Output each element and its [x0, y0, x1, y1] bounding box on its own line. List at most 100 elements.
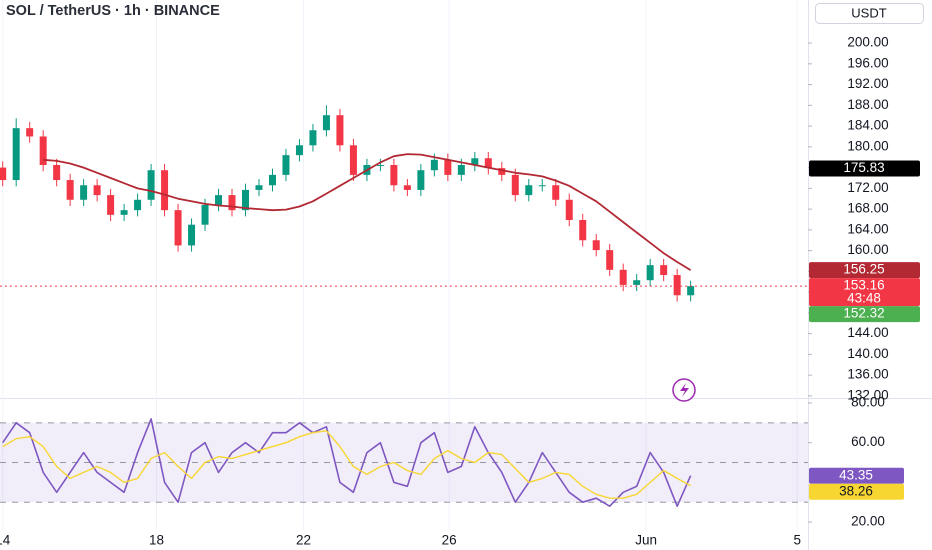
y-tick-label: 180.00 — [847, 138, 888, 153]
currency-label[interactable]: USDT — [851, 5, 886, 20]
candle-body — [457, 165, 465, 175]
candle-body — [565, 199, 573, 221]
y-tick-label: 196.00 — [847, 55, 888, 70]
currency-box[interactable] — [815, 3, 924, 24]
candle-body — [188, 224, 196, 246]
candle-body — [525, 185, 533, 196]
candle-body — [201, 204, 209, 225]
candle-body — [295, 145, 303, 156]
price-label-box — [809, 262, 920, 279]
candle-body — [633, 280, 641, 285]
candle-body — [255, 185, 263, 190]
candle-body — [673, 275, 681, 296]
value-label-box — [809, 467, 904, 484]
y-tick-label: 144.00 — [847, 325, 888, 340]
candle-body — [93, 185, 101, 196]
price-label: 156.25 — [843, 262, 884, 277]
candle-body — [228, 195, 236, 211]
candle-body — [336, 115, 344, 146]
candle-body — [215, 195, 223, 205]
candle-body — [498, 168, 506, 175]
price-label: 153.16 — [843, 278, 884, 293]
candle-body — [619, 269, 627, 285]
candle-body — [242, 189, 250, 211]
price-label-box — [809, 278, 920, 307]
y-tick-label: 60.00 — [851, 434, 885, 449]
x-tick-label: 22 — [296, 533, 311, 548]
candle-body — [403, 185, 411, 190]
alert-bolt — [680, 383, 689, 397]
y-tick-label: 184.00 — [847, 118, 888, 133]
axes: 132.00136.00140.00144.00148.00152.00156.… — [0, 35, 920, 548]
y-tick-label: 160.00 — [847, 242, 888, 257]
y-tick-label: 200.00 — [847, 35, 888, 50]
candle-body — [322, 115, 330, 131]
y-tick-label: 20.00 — [851, 514, 885, 529]
x-tick-label: 14 — [0, 533, 11, 548]
x-tick-label: 5 — [793, 533, 801, 548]
candle-body — [282, 155, 290, 175]
candle-body — [174, 210, 182, 246]
candle-body — [471, 158, 479, 166]
y-tick-label: 80.00 — [851, 395, 885, 410]
candle-body — [309, 130, 317, 146]
price-label: 152.32 — [843, 306, 884, 321]
candle-body — [592, 240, 600, 251]
value-label: 43.35 — [839, 467, 873, 482]
candle-body — [376, 165, 384, 167]
x-tick-label: 18 — [149, 533, 164, 548]
candle-body — [66, 180, 74, 200]
grid — [2, 0, 798, 530]
price-label-box — [809, 160, 920, 177]
y-tick-label: 132.00 — [847, 387, 888, 402]
candle-body — [511, 174, 519, 196]
candle-body — [39, 136, 47, 166]
candle-body — [12, 128, 20, 181]
candle-body — [579, 220, 587, 241]
y-tick-label: 188.00 — [847, 97, 888, 112]
y-tick-label: 136.00 — [847, 367, 888, 382]
value-label: 38.26 — [839, 483, 873, 498]
value-label-box — [809, 483, 904, 500]
y-tick-label: 192.00 — [847, 76, 888, 91]
y-tick-label: 172.00 — [847, 180, 888, 195]
candle-body — [26, 128, 34, 137]
y-tick-label: 168.00 — [847, 201, 888, 216]
candle-body — [444, 159, 452, 175]
candle-body — [161, 170, 169, 211]
candle-body — [349, 145, 357, 175]
candle-body — [552, 185, 560, 200]
candle-body — [538, 185, 546, 187]
rsi-line — [2, 430, 691, 499]
rsi-pane — [0, 418, 808, 507]
candle-body — [417, 170, 425, 190]
candle-body — [660, 265, 668, 276]
y-tick-label: 140.00 — [847, 346, 888, 361]
candle-body — [0, 167, 7, 181]
rsi-line — [2, 418, 692, 507]
chart-title: SOL / TetherUS · 1h · BINANCE — [6, 3, 220, 19]
moving-average — [43, 153, 692, 271]
candle-body — [268, 174, 276, 186]
price-label: 175.83 — [843, 160, 884, 175]
candle-body — [120, 210, 128, 215]
candle-body — [646, 265, 654, 281]
price-label-box — [809, 306, 920, 323]
candle-body — [606, 250, 614, 270]
candle-body — [390, 165, 398, 186]
candle-body — [687, 286, 695, 296]
x-tick-label: 26 — [442, 533, 457, 548]
candle-body — [107, 195, 115, 215]
countdown-label: 43:48 — [847, 291, 881, 306]
candle-body — [430, 159, 438, 171]
price-pane — [0, 105, 808, 302]
candle-body — [53, 165, 61, 181]
candle-body — [134, 199, 142, 211]
y-tick-label: 164.00 — [847, 221, 888, 236]
candle-body — [484, 158, 492, 169]
candle-body — [147, 170, 155, 200]
candle-body — [80, 185, 88, 200]
x-tick-label: Jun — [635, 533, 657, 548]
